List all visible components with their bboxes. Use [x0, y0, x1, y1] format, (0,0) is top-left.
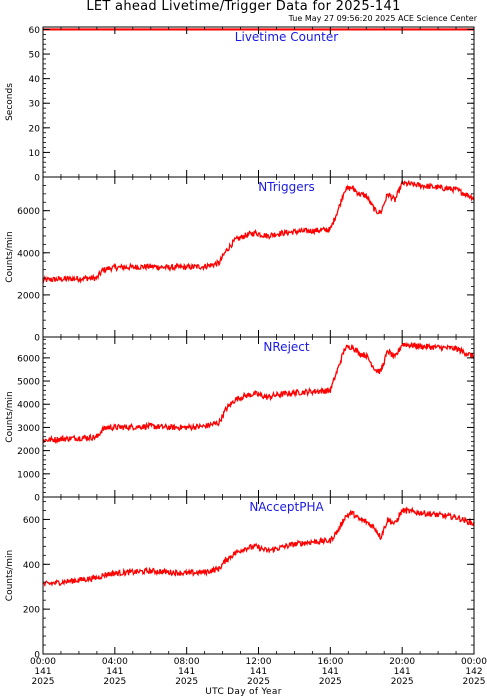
- x-tick-label: 141: [178, 667, 195, 677]
- x-tick-label: 20:00: [389, 657, 415, 667]
- plot-frame: [42, 336, 475, 498]
- x-tick-label: 141: [34, 667, 51, 677]
- x-tick-label: 2025: [463, 677, 486, 687]
- y-tick-label: 6000: [17, 207, 40, 217]
- y-tick-label: 4000: [17, 249, 40, 259]
- x-tick-labels: 00:00141202504:00141202508:00141202512:0…: [30, 657, 487, 687]
- chart-panel-2: 0 1000 2000 3000 4000 5000 6000 NReject Counts/m…: [5, 336, 475, 504]
- chart-panel-0: 0 10 20 30 40 50 60 Livetime Counter Seconds: [5, 26, 475, 184]
- x-tick-label: 08:00: [174, 657, 200, 667]
- chart-title: LET ahead Livetime/Trigger Data for 2025…: [86, 0, 401, 14]
- y-tick-label: 3000: [17, 424, 40, 434]
- panel-title: NAcceptPHA: [249, 500, 324, 514]
- x-tick-label: 12:00: [246, 657, 272, 667]
- y-axis-label: Counts/min: [5, 550, 15, 601]
- panel-title: NTriggers: [258, 180, 315, 194]
- x-axis-title: UTC Day of Year: [205, 687, 282, 697]
- y-axis-label: Counts/min: [5, 231, 15, 282]
- x-tick-label: 04:00: [102, 657, 128, 667]
- x-tick-label: 2025: [103, 677, 126, 687]
- y-axis-label: Seconds: [5, 83, 15, 121]
- timestamp: Tue May 27 09:56:20 2025 ACE Science Cen…: [288, 14, 477, 23]
- y-tick-label: 40: [29, 75, 41, 85]
- x-tick-label: 2025: [247, 677, 270, 687]
- y-tick-label: 50: [29, 51, 41, 61]
- y-axis-label: Counts/min: [5, 391, 15, 442]
- series-line: [42, 506, 475, 588]
- y-tick-label: 20: [29, 124, 41, 134]
- x-tick-label: 2025: [319, 677, 342, 687]
- x-tick-label: 00:00: [461, 657, 487, 667]
- y-tick-label: 400: [23, 561, 40, 571]
- x-tick-label: 141: [394, 667, 411, 677]
- x-tick-label: 16:00: [317, 657, 343, 667]
- y-tick-label: 4000: [17, 401, 40, 411]
- x-tick-label: 142: [465, 667, 482, 677]
- x-tick-label: 2025: [391, 677, 414, 687]
- plot-frame: [42, 176, 475, 338]
- x-tick-label: 2025: [175, 677, 198, 687]
- x-tick-label: 141: [322, 667, 339, 677]
- series-line: [42, 179, 475, 284]
- y-tick-label: 1000: [17, 470, 40, 480]
- y-tick-label: 200: [23, 606, 40, 616]
- y-tick-label: 2000: [17, 447, 40, 457]
- y-tick-label: 0: [34, 174, 40, 184]
- y-tick-label: 0: [34, 334, 40, 344]
- y-tick-label: 2000: [17, 291, 40, 301]
- x-tick-label: 00:00: [30, 657, 56, 667]
- y-tick-label: 60: [29, 26, 41, 36]
- y-tick-label: 0: [34, 494, 40, 504]
- series-line: [42, 341, 475, 445]
- panel-title: Livetime Counter: [235, 30, 338, 44]
- plot-frame: [42, 26, 475, 178]
- x-tick-label: 141: [106, 667, 123, 677]
- y-tick-label: 5000: [17, 378, 40, 388]
- chart-panel-3: 0 200 400 600 NAcceptPHA Counts/min: [5, 496, 475, 661]
- chart-panel-1: 0 2000 4000 6000 NTriggers Counts/min: [5, 176, 475, 344]
- panel-title: NReject: [263, 340, 309, 354]
- y-tick-label: 6000: [17, 354, 40, 364]
- y-tick-label: 30: [29, 100, 41, 110]
- y-tick-label: 10: [29, 149, 41, 159]
- x-tick-label: 141: [250, 667, 267, 677]
- y-tick-label: 600: [23, 516, 40, 526]
- y-tick-label: 0: [34, 651, 40, 661]
- x-tick-label: 2025: [32, 677, 55, 687]
